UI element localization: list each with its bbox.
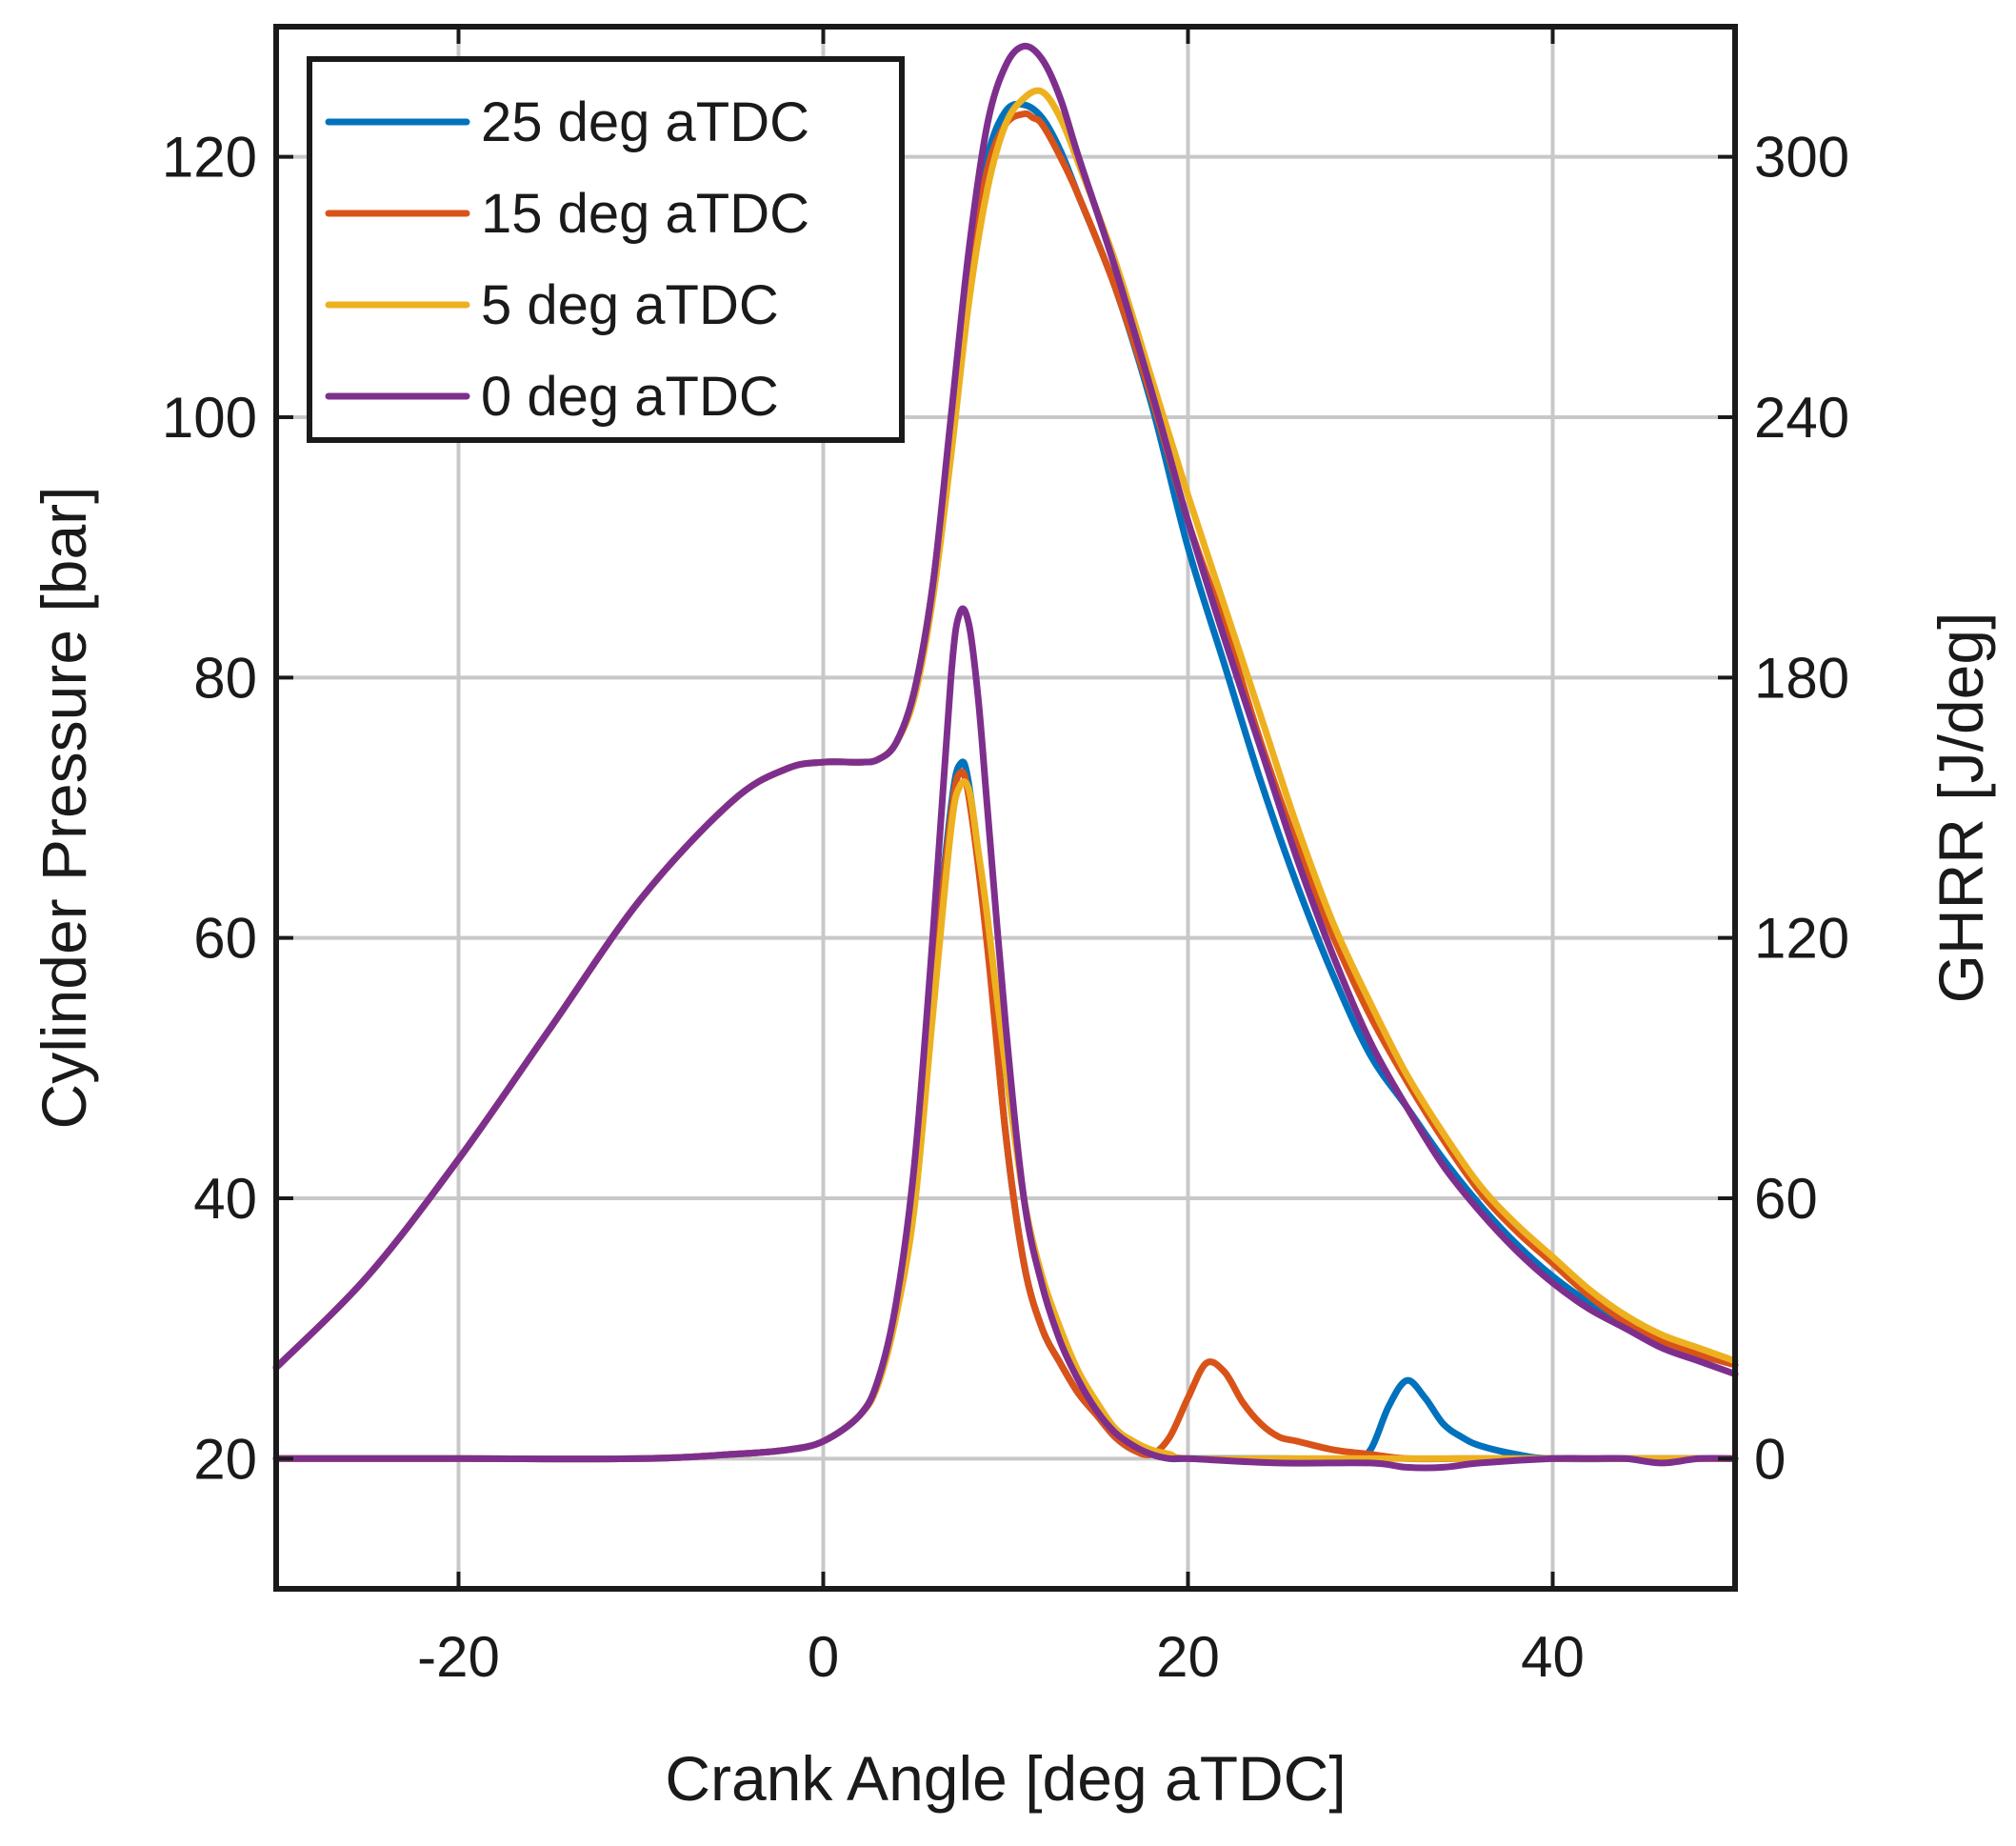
pressure-line-0-deg-atdc <box>272 42 1739 1377</box>
y-axis-title: Cylinder Pressure [bar] <box>29 487 99 1130</box>
plot-frame <box>273 24 1738 1592</box>
y2-tick-label: 60 <box>1754 1167 1818 1231</box>
tick-labels: -20 0 20 40 20 40 60 80 100 120 0 60 120 180 240 300 <box>162 126 1849 1689</box>
x-tick-label: -20 <box>417 1625 500 1689</box>
y2-tick-label: 240 <box>1754 386 1849 450</box>
y-tick-label: 80 <box>193 646 257 710</box>
y2-tick-label: 120 <box>1754 907 1849 971</box>
y-tick-label: 20 <box>193 1427 257 1491</box>
x-tick-label: 20 <box>1156 1625 1220 1689</box>
y-tick-label: 100 <box>162 386 257 450</box>
y2-tick-label: 300 <box>1754 126 1849 190</box>
ghrr-line-0-deg-atdc <box>272 605 1739 1472</box>
y2-tick-label: 0 <box>1754 1427 1786 1491</box>
y-tick-label: 120 <box>162 126 257 190</box>
x-tick-label: 40 <box>1521 1625 1585 1689</box>
ghrr-lines <box>272 605 1739 1472</box>
y-tick-label: 40 <box>193 1167 257 1231</box>
y2-axis-title: GHRR [J/deg] <box>1926 612 1996 1004</box>
x-tick-label: 0 <box>808 1625 839 1689</box>
legend-label: 25 deg aTDC <box>481 91 809 153</box>
y-tick-label: 60 <box>193 907 257 971</box>
legend-label: 5 deg aTDC <box>481 274 779 336</box>
legend: 25 deg aTDC 15 deg aTDC 5 deg aTDC 0 deg aT… <box>307 56 905 443</box>
legend-label: 0 deg aTDC <box>481 366 779 428</box>
y2-tick-label: 180 <box>1754 646 1849 710</box>
ticks <box>276 27 1735 1589</box>
legend-label: 15 deg aTDC <box>481 183 809 245</box>
x-axis-title: Crank Angle [deg aTDC] <box>665 1743 1346 1814</box>
pressure-lines <box>272 42 1739 1377</box>
